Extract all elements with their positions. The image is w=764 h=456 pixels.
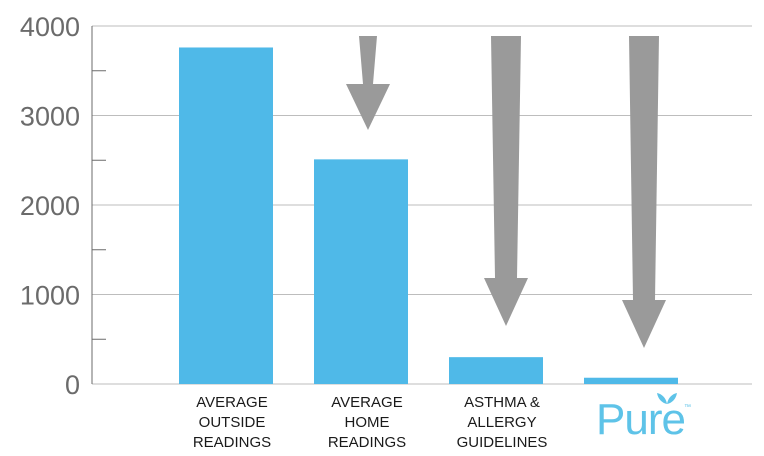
brand-trademark: ™ [684, 404, 691, 411]
x-tick-label-outside: AVERAGE OUTSIDE READINGS [192, 394, 272, 451]
down-arrow [622, 36, 666, 348]
down-arrow [484, 36, 528, 326]
bar [314, 159, 408, 384]
x-tick-label-home: AVERAGE HOME READINGS [327, 394, 407, 451]
y-tick-labels: 0 1000 2000 3000 4000 [20, 12, 80, 400]
y-tick-label: 1000 [20, 281, 80, 311]
brand-name: Pure [596, 395, 686, 444]
y-tick-label: 2000 [20, 191, 80, 221]
arrow-annotations [346, 36, 666, 348]
y-tick-label: 4000 [20, 12, 80, 42]
y-tick-label: 0 [65, 370, 80, 400]
bar [584, 377, 678, 384]
x-tick-label-guidelines: ASTHMA & ALLERGY GUIDELINES [456, 394, 548, 451]
leaf-icon [657, 393, 677, 404]
bar [449, 357, 543, 384]
y-tick-label: 3000 [20, 102, 80, 132]
bars [179, 47, 678, 384]
down-arrow [346, 36, 390, 130]
bar [179, 47, 273, 384]
y-axis [91, 26, 106, 384]
